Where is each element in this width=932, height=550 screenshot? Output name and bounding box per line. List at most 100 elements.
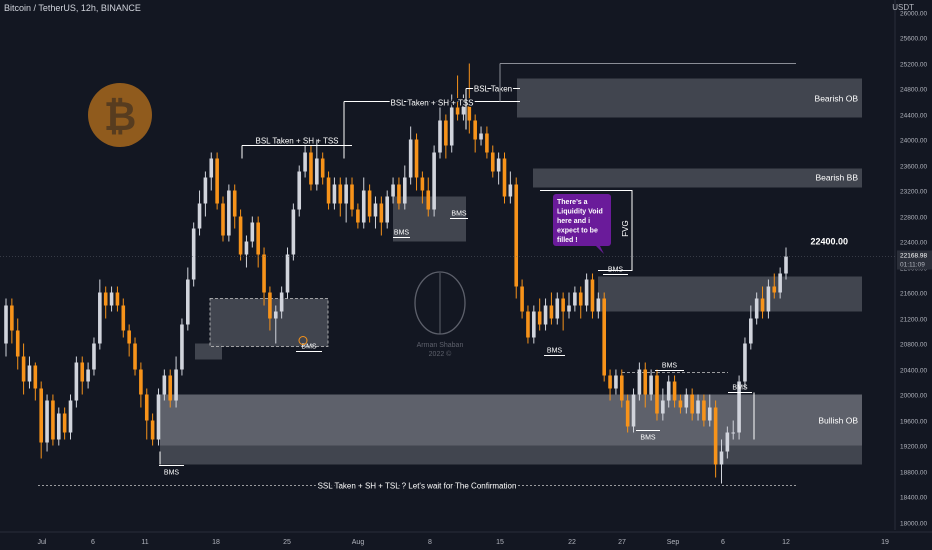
- candle-body: [4, 305, 8, 344]
- candle-body: [309, 152, 313, 185]
- candle-body: [332, 184, 337, 204]
- candle-body: [356, 209, 360, 223]
- candle-body: [754, 298, 759, 319]
- candle-body: [602, 298, 606, 376]
- candle-body: [508, 184, 513, 197]
- candle-body: [414, 139, 419, 178]
- candle-body: [490, 152, 495, 172]
- candle-body: [221, 203, 225, 236]
- candle-body: [361, 190, 366, 223]
- candle-body: [103, 292, 108, 306]
- candle-body: [62, 413, 67, 433]
- candle-body: [350, 184, 354, 210]
- bms-label: BMS: [608, 267, 624, 274]
- x-tick-label: 12: [782, 539, 790, 546]
- candle-body: [672, 381, 677, 401]
- y-tick-label: 19600.00: [900, 419, 927, 426]
- candle-body: [514, 184, 519, 287]
- order-block-outline-1: [209, 298, 329, 347]
- candle-body: [619, 375, 624, 401]
- candle-body: [743, 343, 747, 382]
- candle-body: [256, 222, 260, 255]
- y-tick-label: 22800.00: [900, 215, 927, 222]
- candle-body: [109, 292, 114, 306]
- candle-body: [121, 305, 126, 331]
- bearish-bb-zone: [533, 168, 862, 188]
- candle-body: [86, 369, 90, 382]
- candle-body: [168, 375, 173, 401]
- y-tick-label: 22400.00: [900, 240, 927, 247]
- candle-body: [473, 120, 477, 140]
- y-tick-label: 20000.00: [900, 393, 927, 400]
- bearish-ob-zone: [517, 78, 862, 118]
- x-tick-label: Jul: [38, 539, 47, 546]
- candle-body: [215, 158, 219, 204]
- candle-body: [625, 400, 630, 427]
- candle-body: [666, 381, 671, 401]
- liquidity-note-line: Liquidity Void: [557, 209, 603, 216]
- candle-body: [749, 318, 753, 344]
- x-tick-label: 6: [91, 539, 95, 546]
- liquidity-note-line: here and i: [557, 218, 590, 225]
- y-tick-label: 21200.00: [900, 317, 927, 324]
- candle-body: [344, 184, 348, 204]
- y-tick-label: 20400.00: [900, 368, 927, 375]
- candle-body: [766, 286, 771, 312]
- y-tick-label: 24400.00: [900, 113, 927, 120]
- candle-body: [391, 184, 395, 197]
- candle-body: [98, 292, 102, 344]
- candle-body: [197, 203, 202, 229]
- candle-body: [144, 394, 149, 421]
- liquidity-note-line: expect to be: [557, 228, 598, 235]
- candle-body: [707, 407, 712, 421]
- watermark-year: 2022 ©: [429, 350, 453, 358]
- y-tick-label: 25600.00: [900, 36, 927, 43]
- x-tick-label: Sep: [667, 539, 680, 546]
- candle-body: [379, 203, 384, 223]
- candle-body: [637, 369, 642, 395]
- candle-body: [315, 158, 319, 185]
- bitcoin-logo-icon: [88, 83, 152, 147]
- candle-body: [649, 375, 653, 395]
- candle-body: [778, 273, 782, 293]
- bms-label: BMS: [394, 230, 410, 237]
- candle-body: [56, 413, 61, 440]
- candle-body: [543, 305, 548, 325]
- liquidity-note-line: filled !: [557, 237, 578, 244]
- candle-body: [150, 420, 155, 440]
- y-tick-label: 18000.00: [900, 521, 927, 528]
- candle-body: [127, 330, 131, 344]
- candle-body: [573, 292, 577, 306]
- candle-body: [449, 107, 454, 146]
- bullish-ob-label: Bullish OB: [818, 416, 858, 426]
- candle-body: [244, 241, 249, 255]
- bitcoin-symbol: ₿: [104, 95, 137, 139]
- candle-body: [537, 311, 542, 325]
- candle-body: [614, 375, 618, 389]
- candle-body: [373, 203, 378, 217]
- x-tick-label: 27: [618, 539, 626, 546]
- candle-body: [713, 407, 718, 465]
- candle-body: [139, 369, 143, 395]
- candle-body: [590, 279, 595, 312]
- x-tick-label: 22: [568, 539, 576, 546]
- bearish-bb-label: Bearish BB: [815, 173, 858, 183]
- liquidity-note-line: There’s a: [557, 199, 588, 206]
- bms-label: BMS: [662, 363, 678, 370]
- candle-body: [461, 101, 466, 115]
- bms-label: BMS: [547, 348, 563, 355]
- y-tick-label: 25200.00: [900, 62, 927, 69]
- bms-label: BMS: [732, 385, 748, 392]
- candle-body: [643, 369, 648, 395]
- y-tick-label: 24000.00: [900, 138, 927, 145]
- candle-body: [68, 400, 73, 433]
- candle-body: [426, 190, 431, 210]
- y-tick-label: 26000.00: [900, 11, 927, 18]
- y-tick-label: 18800.00: [900, 470, 927, 477]
- bullish-ob-zone: [160, 394, 862, 446]
- candle-body: [420, 177, 425, 191]
- candle-body: [397, 184, 401, 204]
- candle-body: [250, 222, 255, 242]
- candle-body: [608, 375, 612, 389]
